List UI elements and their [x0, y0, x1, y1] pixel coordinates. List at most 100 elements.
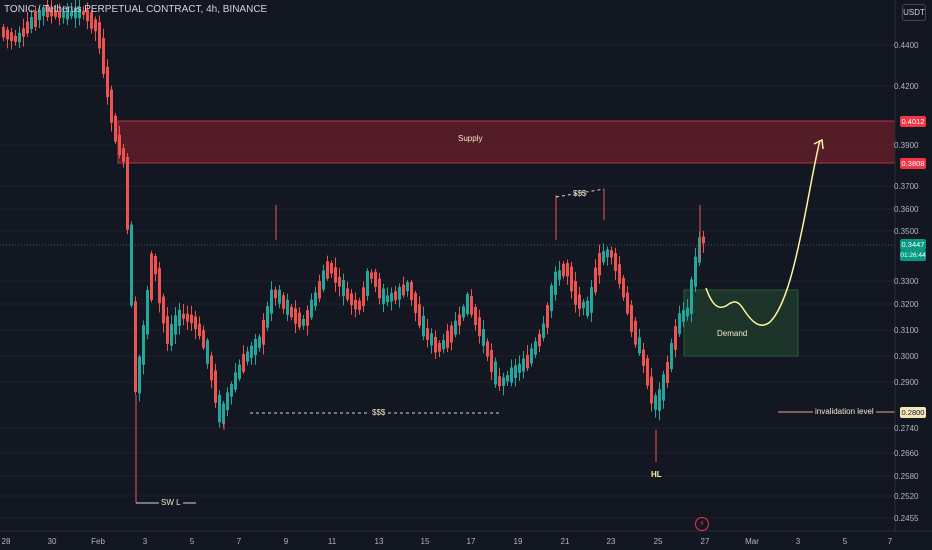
candle-body — [574, 281, 577, 305]
liquidity-top-line[interactable] — [555, 188, 605, 198]
candle-body — [30, 17, 33, 29]
candle-body — [222, 403, 225, 425]
candle-body — [358, 300, 361, 310]
candle-body — [578, 294, 581, 309]
candlesticks — [2, 0, 705, 503]
candle-body — [550, 285, 553, 312]
candle-body — [274, 289, 277, 299]
candle-body — [218, 394, 221, 423]
candle-body — [94, 19, 97, 32]
candle-body — [534, 341, 537, 355]
candle-body — [198, 323, 201, 337]
candle-body — [362, 287, 365, 306]
candle-body — [494, 361, 497, 385]
candle-body — [430, 333, 433, 346]
candle-body — [38, 10, 41, 20]
time-label: 11 — [327, 537, 337, 546]
candle-body — [330, 263, 333, 274]
candle-body — [158, 268, 161, 304]
candle-body — [614, 253, 617, 271]
time-label: 5 — [842, 537, 848, 546]
price-label: 0.3300 — [894, 277, 919, 286]
candle-body — [686, 307, 689, 317]
price-label: 0.3700 — [894, 182, 919, 191]
candle-body — [10, 32, 13, 42]
countdown-tag: 01:26:44 — [900, 250, 926, 261]
candle-body — [474, 307, 477, 325]
candle-body — [446, 330, 449, 348]
candle-body — [262, 319, 265, 345]
candle-body — [342, 280, 345, 297]
candle-body — [546, 305, 549, 328]
candle-body — [674, 326, 677, 350]
supply-label: Supply — [458, 134, 483, 143]
supply-bottom-tag: 0.3808 — [900, 158, 926, 169]
candle-body — [338, 276, 341, 287]
candle-body — [258, 336, 261, 349]
projection-path[interactable] — [705, 139, 821, 326]
price-label: 0.3900 — [894, 141, 919, 150]
candle-body — [282, 295, 285, 309]
higher-low-label: HL — [651, 470, 662, 479]
time-label: 7 — [887, 537, 893, 546]
lightning-icon[interactable]: ⚡ — [695, 517, 709, 531]
candle-body — [650, 376, 653, 404]
time-label: 30 — [47, 537, 57, 546]
candle-body — [422, 315, 425, 337]
candle-body — [58, 10, 61, 19]
candle-body — [486, 341, 489, 357]
candle-body — [594, 267, 597, 293]
price-label: 0.4200 — [894, 82, 919, 91]
candle-body — [490, 350, 493, 372]
candle-body — [18, 32, 21, 43]
price-label: 0.2520 — [894, 492, 919, 501]
candle-body — [138, 356, 141, 394]
candle-body — [354, 299, 357, 310]
candle-body — [130, 224, 133, 306]
candle-body — [366, 270, 369, 296]
time-label: 5 — [189, 537, 195, 546]
candle-body — [318, 281, 321, 299]
candle-body — [174, 315, 177, 335]
candle-body — [406, 282, 409, 292]
price-label: 0.2580 — [894, 472, 919, 481]
candle-body — [370, 272, 373, 279]
demand-zone[interactable] — [683, 289, 799, 357]
symbol-title[interactable]: TONIC / Tetherus PERPETUAL CONTRACT, 4h,… — [4, 4, 268, 15]
candle-body — [242, 354, 245, 372]
candle-body — [646, 358, 649, 386]
supply-zone[interactable] — [117, 120, 896, 164]
time-label: 9 — [283, 537, 289, 546]
demand-label: Demand — [717, 329, 748, 338]
candle-body — [522, 358, 525, 372]
candle-body — [226, 392, 229, 411]
candle-body — [378, 278, 381, 299]
candle-body — [278, 289, 281, 304]
candle-body — [682, 310, 685, 322]
candle-body — [110, 89, 113, 123]
candle-body — [6, 29, 9, 40]
candle-body — [678, 313, 681, 334]
candle-body — [306, 310, 309, 326]
currency-button[interactable]: USDT — [902, 4, 926, 21]
price-label: 0.3500 — [894, 227, 919, 236]
candle-body — [410, 282, 413, 300]
candle-body — [246, 351, 249, 362]
candle-body — [322, 270, 325, 290]
candle-body — [50, 8, 53, 17]
candle-body — [470, 295, 473, 315]
candle-body — [390, 293, 393, 302]
candle-body — [666, 361, 669, 384]
supply-top-tag: 0.4012 — [900, 116, 926, 127]
candle-body — [466, 294, 469, 314]
candle-body — [54, 10, 57, 17]
time-label: 19 — [513, 537, 523, 546]
candle-body — [294, 308, 297, 324]
candle-body — [210, 355, 213, 381]
candle-body — [106, 66, 109, 98]
candle-body — [414, 293, 417, 313]
candle-body — [114, 115, 117, 142]
candle-body — [266, 306, 269, 328]
candle-body — [642, 349, 645, 366]
